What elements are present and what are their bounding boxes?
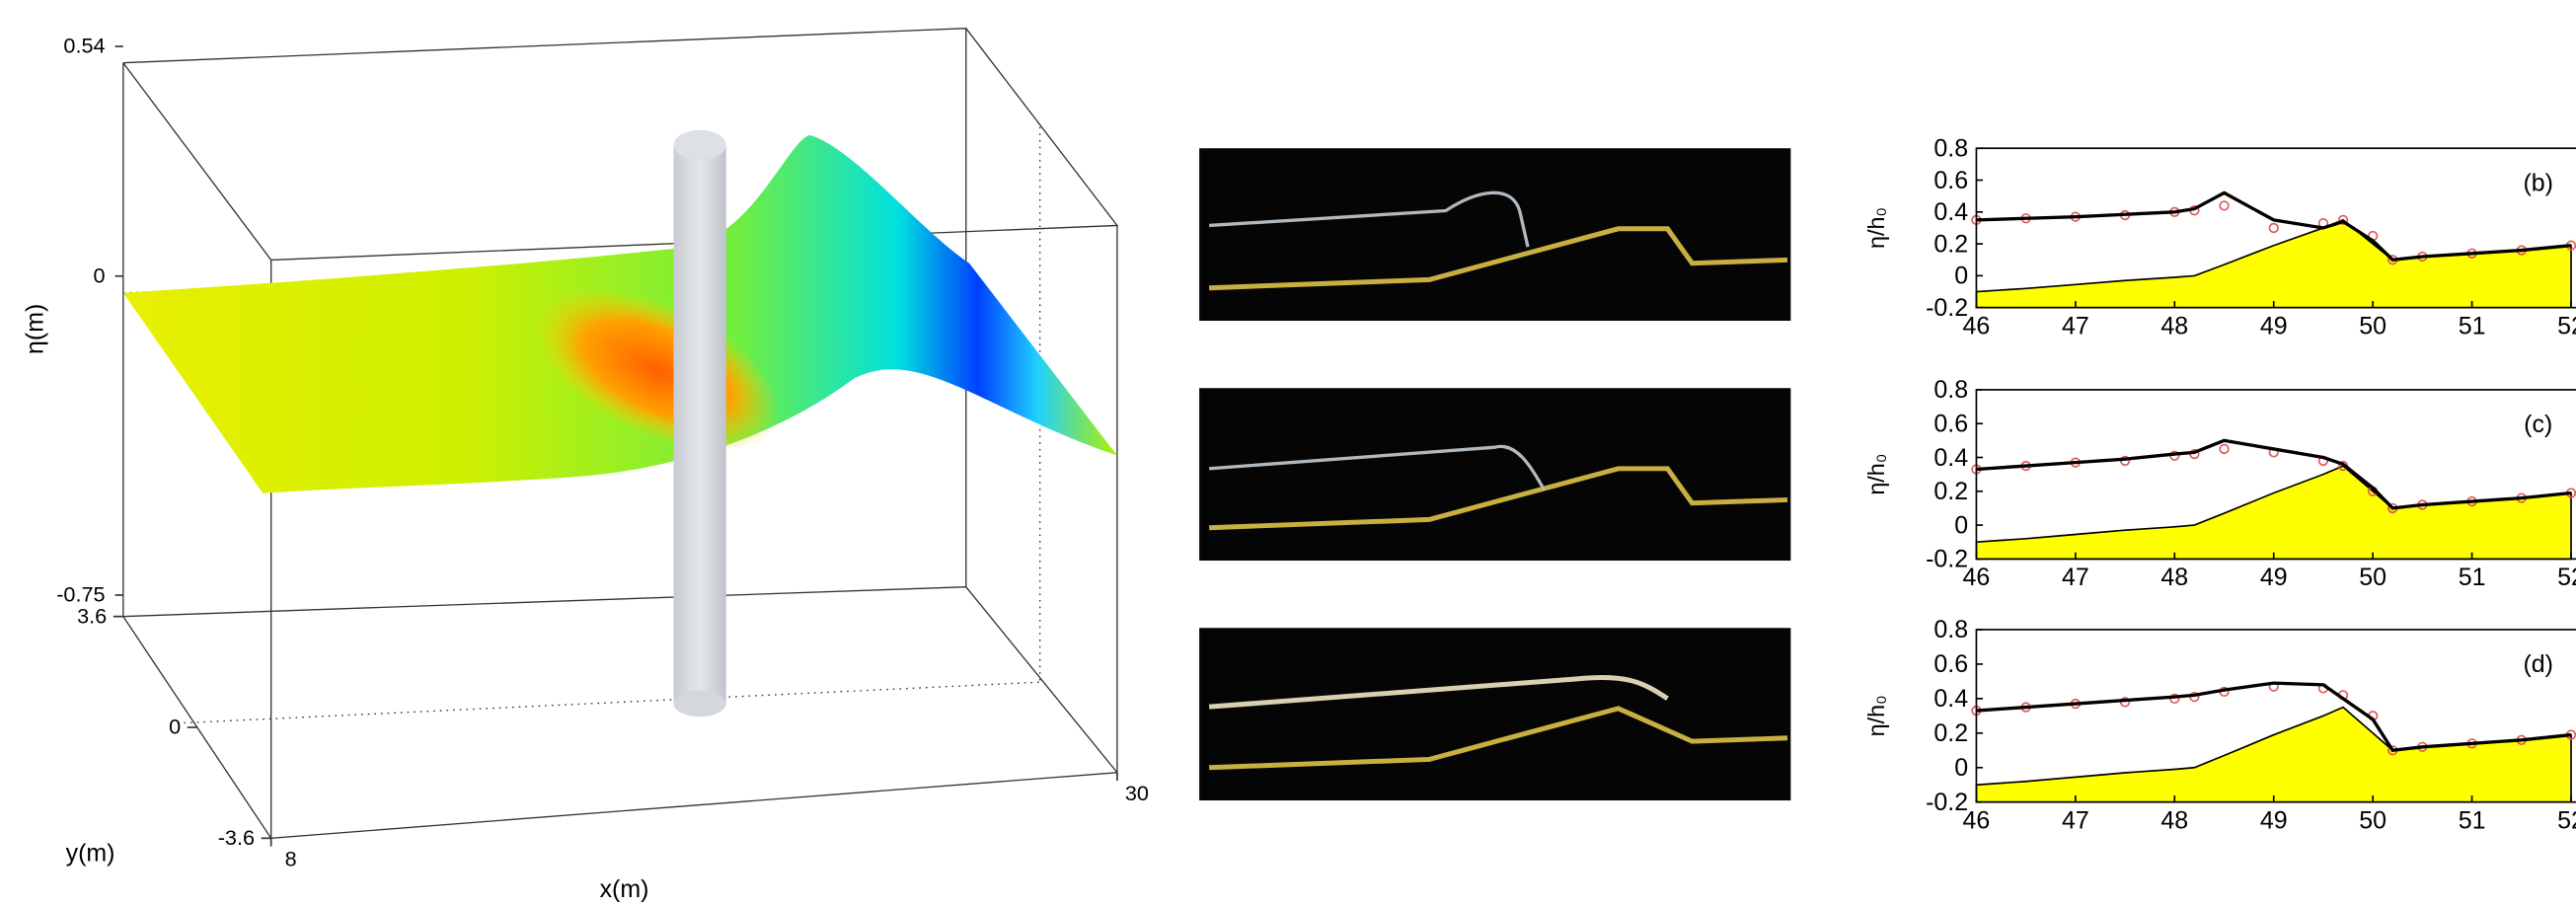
x-tick-label: 46	[1963, 564, 1991, 591]
x-tick-label: 49	[2260, 312, 2288, 340]
y-tick-label: 0	[169, 715, 181, 739]
y-tick-label: 0.6	[1933, 411, 1968, 438]
y-axis-label: y(m)	[66, 840, 115, 868]
surface	[123, 130, 1117, 717]
x-tick-label: 46	[1963, 806, 1991, 834]
panel-label: (b)	[2523, 170, 2553, 197]
y-tick-label: 0.8	[1933, 616, 1968, 643]
y-tick-label: 0.2	[1933, 478, 1968, 505]
bathymetry-area	[1976, 466, 2571, 559]
z-axis-label: η(m)	[21, 304, 48, 354]
x-tick-label: 47	[2062, 564, 2089, 591]
y-tick-label: 0	[1954, 511, 1968, 539]
z-tick-label: 0.54	[63, 34, 105, 58]
y-tick-label: 0.4	[1933, 198, 1968, 226]
x-tick-label: 52	[2557, 312, 2576, 340]
measured-point	[2269, 224, 2278, 233]
profile-plot: -0.200.20.40.60.846474849505152(b)η/h₀	[1863, 135, 2576, 340]
x-tick-label: 50	[2359, 564, 2387, 591]
y-axis-label: η/h₀	[1863, 695, 1889, 736]
x-tick-label: 49	[2260, 564, 2288, 591]
y-tick-label: -3.6	[218, 825, 255, 850]
x-tick-label: 50	[2359, 806, 2387, 834]
y-tick-label: 0.6	[1933, 167, 1968, 194]
z-tick-label: 0	[93, 263, 105, 287]
profile-plot: -0.200.20.40.60.846474849505152(c)η/h₀	[1863, 376, 2576, 591]
photos	[1199, 148, 1790, 800]
x-tick-label: 30	[1125, 781, 1149, 805]
x-tick-label: 51	[2459, 806, 2486, 834]
y-tick-label: 0.2	[1933, 230, 1968, 258]
x-tick-label: 48	[2160, 312, 2188, 340]
x-tick-label: 49	[2260, 806, 2288, 834]
x-tick-label: 8	[285, 847, 297, 871]
x-tick-label: 52	[2557, 806, 2576, 834]
measured-point	[2220, 445, 2229, 454]
figure: -0.7500.54-3.603.6830x(m)y(m)η(m)-0.200.…	[0, 0, 2576, 906]
y-tick-label: 0	[1954, 263, 1968, 290]
x-tick-label: 47	[2062, 312, 2089, 340]
y-tick-label: 0.8	[1933, 135, 1968, 163]
x-tick-label: 47	[2062, 806, 2089, 834]
x-tick-label: 51	[2459, 312, 2486, 340]
x-tick-label: 48	[2160, 806, 2188, 834]
profile-plot: -0.200.20.40.60.846474849505152(d)η/h₀	[1863, 616, 2576, 834]
x-tick-label: 51	[2459, 564, 2486, 591]
y-tick-label: 0.4	[1933, 444, 1968, 472]
y-tick-label: 0	[1954, 754, 1968, 782]
page: {"chart_data": [ {"type": "surface3d", "…	[0, 0, 2576, 906]
measured-point	[2220, 201, 2229, 210]
panel-label: (d)	[2523, 650, 2553, 678]
x-tick-label: 50	[2359, 312, 2387, 340]
y-axis-label: η/h₀	[1863, 454, 1889, 495]
y-axis-label: η/h₀	[1863, 207, 1889, 249]
panel-label: (c)	[2524, 411, 2552, 438]
x-tick-label: 52	[2557, 564, 2576, 591]
bathymetry-area	[1976, 708, 2571, 802]
y-tick-label: 3.6	[77, 603, 107, 628]
x-tick-label: 46	[1963, 312, 1991, 340]
y-tick-label: 0.8	[1933, 376, 1968, 404]
y-tick-label: 0.4	[1933, 685, 1968, 713]
bathymetry-area	[1976, 220, 2571, 308]
y-tick-label: 0.2	[1933, 719, 1968, 747]
x-tick-label: 48	[2160, 564, 2188, 591]
y-tick-label: 0.6	[1933, 650, 1968, 678]
x-axis-label: x(m)	[600, 875, 649, 903]
